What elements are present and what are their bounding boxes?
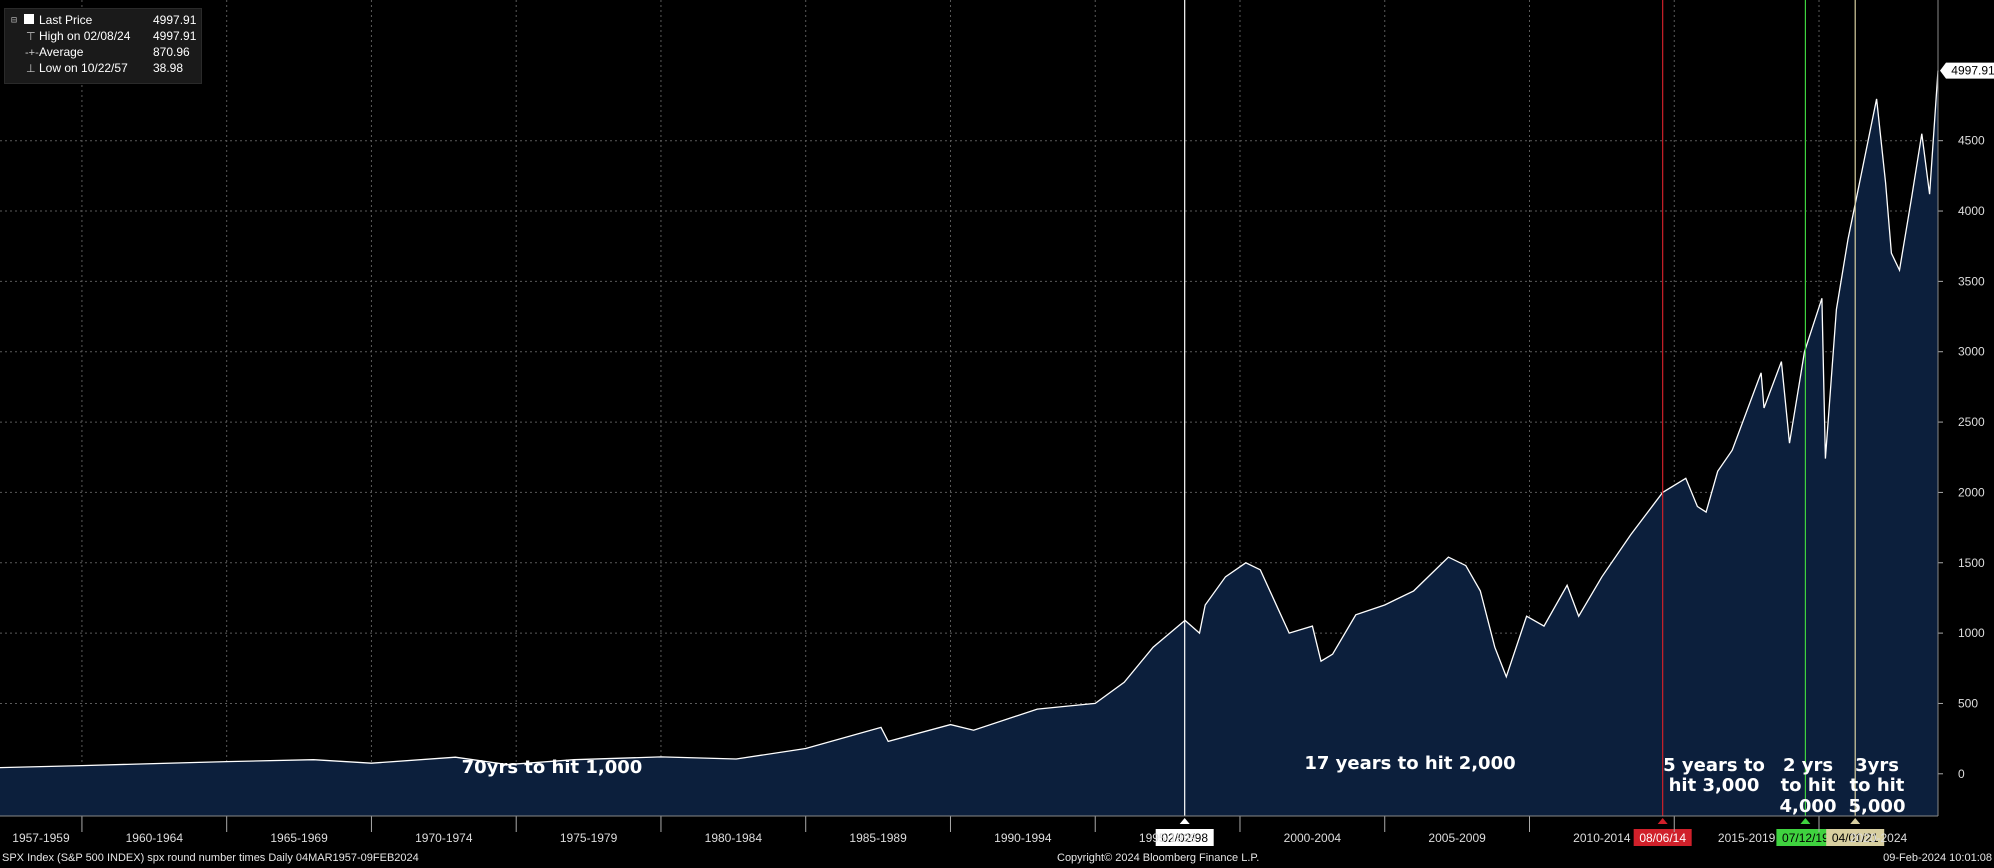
price-area (0, 70, 1939, 817)
x-tick-label: 1957-1959 (12, 831, 70, 845)
collapse-icon[interactable]: ⊟ (11, 15, 17, 26)
annotation-2yrs-line1: 2 yrs (1783, 755, 1833, 776)
annotation-5years-line1: 5 years to (1663, 755, 1765, 776)
legend-low-label: Low on 10/22/57 (39, 61, 128, 75)
date-marker-arrow (1179, 818, 1190, 824)
x-tick-label: 2010-2014 (1573, 831, 1631, 845)
last-price-swatch-icon (24, 14, 34, 24)
y-tick-label: 2500 (1958, 415, 1985, 429)
date-marker-label: 07/12/19 (1782, 831, 1829, 845)
date-marker-label: 08/06/14 (1639, 831, 1686, 845)
last-price-tag-bg (1940, 62, 1994, 79)
annotation-70yrs: 70yrs to hit 1,000 (462, 757, 643, 778)
annotation-5years-line2: hit 3,000 (1669, 775, 1760, 796)
x-tick-label: 1960-1964 (126, 831, 184, 845)
legend-low-value: 38.98 (153, 61, 183, 75)
x-tick-label: 1975-1979 (560, 831, 618, 845)
y-tick-label: 0 (1958, 767, 1965, 781)
legend-high-value: 4997.91 (153, 29, 197, 43)
legend-average-label: Average (39, 45, 84, 59)
legend: ⊟ Last Price 4997.91 ⊤ High on 02/08/24 … (4, 8, 202, 84)
annotation-2yrs-line2: to hit (1781, 775, 1836, 796)
legend-last-price-label: Last Price (39, 13, 93, 27)
footer-description: SPX Index (S&P 500 INDEX) spx round numb… (2, 852, 419, 864)
date-marker-label-bg (1826, 829, 1885, 846)
x-tick-label: 2000-2004 (1284, 831, 1342, 845)
annotation-2yrs-line3: 4,000 (1780, 796, 1837, 817)
footer-timestamp: 09-Feb-2024 10:01:08 (1883, 852, 1992, 864)
annotation-3yrs-line3: 5,000 (1849, 796, 1906, 817)
y-tick-label: 3500 (1958, 274, 1985, 288)
x-tick-label: 1985-1989 (849, 831, 907, 845)
y-tick-label: 1500 (1958, 556, 1985, 570)
annotation-3yrs-line1: 3yrs (1855, 755, 1899, 776)
y-axis: 0 500 1000 1500 2000 2500 3000 3500 4000 4500 4997… (1937, 0, 1994, 816)
y-tick-label: 4500 (1958, 134, 1985, 148)
date-marker-arrow (1657, 818, 1668, 824)
last-price-tag-value: 4997.91 (1951, 64, 1994, 78)
x-tick-label: 1990-1994 (994, 831, 1052, 845)
x-tick-label: 2020-2024 (1850, 831, 1908, 845)
x-axis: 1957-1959 1960-1964 1965-1969 1970-1974 1975… (0, 815, 1938, 845)
date-marker-label-bg (1633, 829, 1692, 846)
date-marker-label-bg (1155, 829, 1214, 846)
date-marker-arrow (1850, 818, 1861, 824)
low-marker-icon: ⊥ (26, 63, 36, 75)
date-marker-label-bg (1776, 829, 1835, 846)
y-tick-label: 4000 (1958, 204, 1985, 218)
footer-copyright: Copyright© 2024 Bloomberg Finance L.P. (1057, 852, 1260, 864)
x-tick-label: 1995-1999 (1139, 831, 1197, 845)
y-tick-label: 500 (1958, 696, 1978, 710)
price-area-fill (0, 70, 1938, 817)
date-marker-label: 02/02/98 (1161, 831, 1208, 845)
x-tick-label: 2015-2019 (1718, 831, 1776, 845)
x-tick-label: 1980-1984 (705, 831, 763, 845)
annotation-17years: 17 years to hit 2,000 (1304, 753, 1515, 774)
x-tick-label: 1965-1969 (270, 831, 328, 845)
legend-last-price-value: 4997.91 (153, 13, 197, 27)
date-marker-arrow (1800, 818, 1811, 824)
price-line (0, 70, 1939, 769)
y-tick-label: 1000 (1958, 626, 1985, 640)
date-marker-lines: 02/02/98 08/06/14 07/12/19 04/01/21 (1155, 0, 1885, 846)
x-tick-label: 2005-2009 (1428, 831, 1486, 845)
last-price-tag: 4997.91 (1940, 62, 1994, 79)
date-marker-label: 04/01/21 (1832, 831, 1879, 845)
average-marker-icon: -+- (25, 47, 39, 59)
annotation-3yrs-line2: to hit (1850, 775, 1905, 796)
x-tick-label: 1970-1974 (415, 831, 473, 845)
y-tick-label: 2000 (1958, 485, 1985, 499)
legend-high-label: High on 02/08/24 (39, 29, 131, 43)
high-marker-icon: ⊤ (26, 31, 36, 43)
legend-average-value: 870.96 (153, 45, 190, 59)
y-tick-label: 3000 (1958, 345, 1985, 359)
annotations: 70yrs to hit 1,000 17 years to hit 2,000 5… (462, 753, 1906, 817)
